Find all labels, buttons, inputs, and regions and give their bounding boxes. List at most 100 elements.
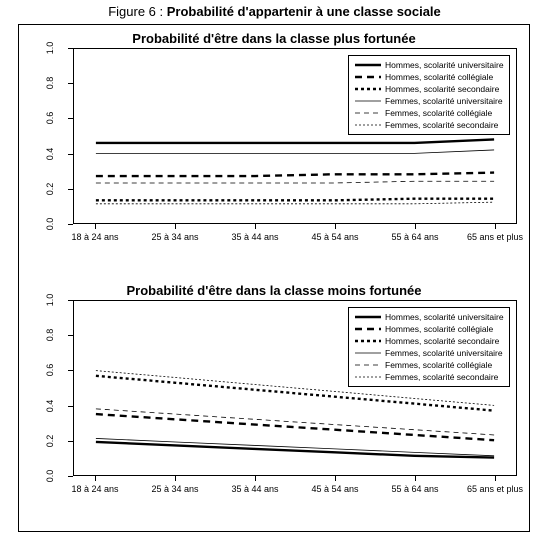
xtick-mark (95, 476, 96, 481)
xtick-label: 18 à 24 ans (71, 484, 118, 494)
legend-swatch (355, 371, 381, 383)
xtick-mark (175, 476, 176, 481)
ytick-label: 0.8 (45, 77, 55, 90)
series-line (96, 442, 494, 458)
ytick-mark (68, 83, 73, 84)
xtick-label: 18 à 24 ans (71, 232, 118, 242)
ytick-mark (68, 300, 73, 301)
legend-label: Femmes, scolarité secondaire (385, 372, 498, 382)
legend-swatch (355, 107, 381, 119)
legend-swatch (355, 359, 381, 371)
series-line (96, 150, 494, 153)
legend-item: Femmes, scolarité universitaire (355, 95, 503, 107)
ytick-mark (68, 370, 73, 371)
subplot-title: Probabilité d'être dans la classe plus f… (19, 31, 529, 46)
legend-swatch (355, 119, 381, 131)
legend-label: Hommes, scolarité secondaire (385, 84, 499, 94)
subplot-2: Probabilité d'être dans la classe moins … (19, 277, 529, 529)
xtick-mark (175, 224, 176, 229)
xtick-mark (495, 224, 496, 229)
xtick-label: 45 à 54 ans (311, 484, 358, 494)
xtick-mark (495, 476, 496, 481)
ytick-mark (68, 154, 73, 155)
figure-caption-label: Figure 6 : (108, 4, 167, 19)
legend-item: Femmes, scolarité universitaire (355, 347, 503, 359)
series-line (96, 202, 494, 204)
ytick-label: 0.0 (45, 218, 55, 231)
legend-item: Femmes, scolarité secondaire (355, 119, 503, 131)
figure-caption: Figure 6 : Probabilité d'appartenir à un… (0, 0, 549, 21)
legend-label: Hommes, scolarité universitaire (385, 312, 504, 322)
legend-label: Hommes, scolarité secondaire (385, 336, 499, 346)
series-line (96, 199, 494, 201)
legend-label: Hommes, scolarité collégiale (385, 72, 493, 82)
xtick-label: 55 à 64 ans (391, 484, 438, 494)
ytick-label: 0.6 (45, 112, 55, 125)
legend-label: Femmes, scolarité universitaire (385, 348, 503, 358)
series-line (96, 414, 494, 440)
legend-swatch (355, 71, 381, 83)
legend-label: Femmes, scolarité collégiale (385, 108, 492, 118)
legend-swatch (355, 311, 381, 323)
legend-item: Hommes, scolarité secondaire (355, 83, 503, 95)
ytick-label: 0.4 (45, 399, 55, 412)
figure-frame: Probabilité d'être dans la classe plus f… (18, 24, 530, 532)
ytick-label: 0.0 (45, 470, 55, 483)
ytick-mark (68, 189, 73, 190)
xtick-label: 45 à 54 ans (311, 232, 358, 242)
plot-area: Hommes, scolarité universitaire Hommes, s… (73, 300, 517, 476)
legend-label: Hommes, scolarité collégiale (385, 324, 493, 334)
legend-swatch (355, 335, 381, 347)
legend-swatch (355, 95, 381, 107)
ytick-label: 1.0 (45, 42, 55, 55)
subplot-1: Probabilité d'être dans la classe plus f… (19, 25, 529, 277)
ytick-label: 0.2 (45, 435, 55, 448)
xtick-label: 55 à 64 ans (391, 232, 438, 242)
legend: Hommes, scolarité universitaire Hommes, s… (348, 307, 510, 387)
plot-area: Hommes, scolarité universitaire Hommes, s… (73, 48, 517, 224)
xtick-mark (335, 476, 336, 481)
legend-label: Femmes, scolarité collégiale (385, 360, 492, 370)
series-line (96, 139, 494, 142)
xtick-mark (255, 224, 256, 229)
ytick-label: 0.6 (45, 364, 55, 377)
xtick-mark (335, 224, 336, 229)
xtick-label: 35 à 44 ans (231, 232, 278, 242)
legend-item: Femmes, scolarité collégiale (355, 107, 503, 119)
figure-caption-title: Probabilité d'appartenir à une classe so… (167, 4, 441, 19)
ytick-label: 0.2 (45, 183, 55, 196)
legend-label: Hommes, scolarité universitaire (385, 60, 504, 70)
xtick-mark (255, 476, 256, 481)
ytick-mark (68, 406, 73, 407)
series-line (96, 173, 494, 176)
legend-swatch (355, 347, 381, 359)
xtick-label: 65 ans et plus (467, 484, 523, 494)
legend-label: Femmes, scolarité secondaire (385, 120, 498, 130)
legend-item: Hommes, scolarité universitaire (355, 311, 503, 323)
series-line (96, 409, 494, 435)
ytick-label: 1.0 (45, 294, 55, 307)
xtick-label: 65 ans et plus (467, 232, 523, 242)
ytick-label: 0.8 (45, 329, 55, 342)
ytick-mark (68, 335, 73, 336)
legend-item: Hommes, scolarité collégiale (355, 71, 503, 83)
legend-swatch (355, 83, 381, 95)
xtick-mark (415, 224, 416, 229)
ytick-label: 0.4 (45, 147, 55, 160)
legend-item: Hommes, scolarité collégiale (355, 323, 503, 335)
legend-label: Femmes, scolarité universitaire (385, 96, 503, 106)
xtick-label: 25 à 34 ans (151, 484, 198, 494)
ytick-mark (68, 224, 73, 225)
xtick-mark (95, 224, 96, 229)
legend-item: Femmes, scolarité collégiale (355, 359, 503, 371)
legend-item: Hommes, scolarité universitaire (355, 59, 503, 71)
legend-swatch (355, 323, 381, 335)
legend-item: Femmes, scolarité secondaire (355, 371, 503, 383)
xtick-mark (415, 476, 416, 481)
xtick-label: 35 à 44 ans (231, 484, 278, 494)
series-line (96, 181, 494, 183)
legend-item: Hommes, scolarité secondaire (355, 335, 503, 347)
ytick-mark (68, 441, 73, 442)
xtick-label: 25 à 34 ans (151, 232, 198, 242)
ytick-mark (68, 118, 73, 119)
